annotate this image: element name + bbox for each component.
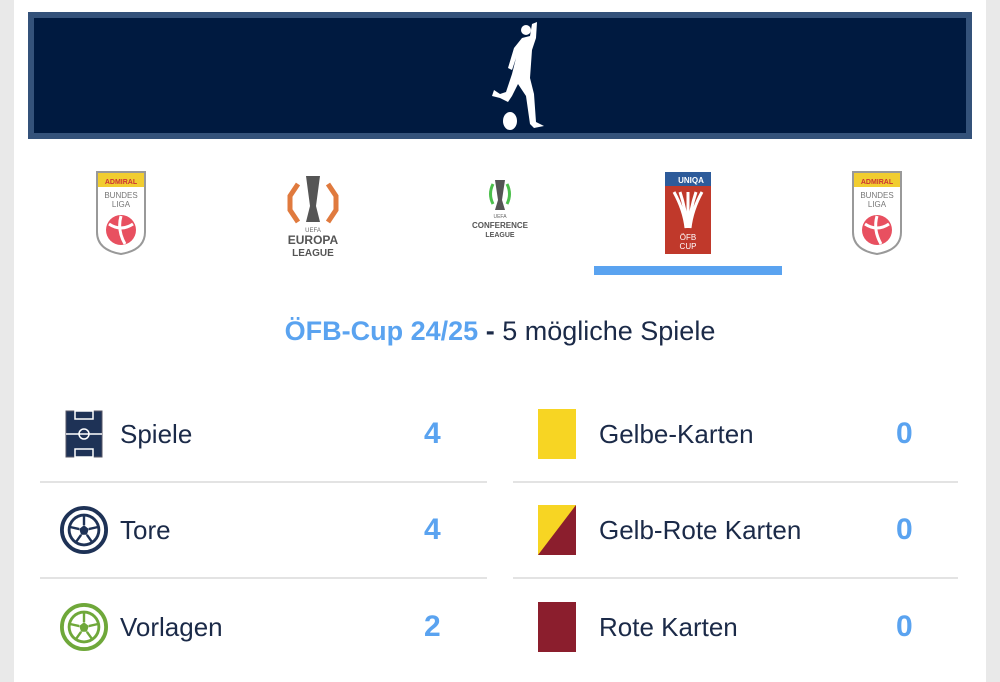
svg-text:BUNDES: BUNDES [104, 191, 137, 200]
stat-label: Gelbe-Karten [599, 418, 754, 449]
svg-text:ADMIRAL: ADMIRAL [861, 179, 894, 186]
stat-row-gelbe-karten: Gelbe-Karten 0 [513, 387, 958, 483]
oefb-cup-logo: UNIQA ÖFB CUP [665, 172, 711, 254]
player-banner [28, 12, 972, 139]
ball-icon [60, 506, 108, 554]
yellow-card-icon [533, 409, 581, 459]
svg-text:LEAGUE: LEAGUE [485, 232, 515, 239]
svg-text:BUNDES: BUNDES [860, 191, 893, 200]
svg-text:LEAGUE: LEAGUE [292, 248, 334, 259]
section-heading: ÖFB-Cup 24/25 - 5 mögliche Spiele [0, 316, 1000, 347]
tab-bundesliga-2[interactable]: ADMIRAL BUNDES LIGA [783, 165, 971, 275]
tab-europa-league[interactable]: UEFA EUROPA LEAGUE [219, 165, 407, 275]
stat-value: 2 [424, 610, 441, 643]
football-player-kicking-icon [492, 22, 544, 130]
svg-text:LIGA: LIGA [112, 200, 131, 209]
pitch-icon [60, 410, 108, 458]
stat-value: 4 [424, 417, 441, 450]
bundesliga-logo: ADMIRAL BUNDES LIGA [852, 171, 902, 256]
tab-conference-league[interactable]: UEFA CONFERENCE LEAGUE [406, 165, 594, 275]
svg-text:UNIQA: UNIQA [678, 176, 704, 185]
competition-title: ÖFB-Cup 24/25 [284, 316, 479, 346]
assist-ball-icon [60, 603, 108, 651]
stat-row-gelb-rote-karten: Gelb-Rote Karten 0 [513, 483, 958, 579]
stat-label: Tore [120, 514, 171, 545]
stat-row-tore: Tore 4 [40, 483, 487, 579]
red-card-icon [533, 602, 581, 652]
svg-text:EUROPA: EUROPA [288, 233, 339, 247]
stat-value: 0 [896, 513, 913, 546]
stat-label: Spiele [120, 418, 193, 449]
europa-league-logo: UEFA EUROPA LEAGUE [287, 176, 339, 259]
stat-value: 4 [424, 513, 441, 546]
svg-text:CUP: CUP [680, 242, 697, 251]
tab-oefb-cup[interactable]: UNIQA ÖFB CUP [594, 165, 782, 275]
svg-text:UEFA: UEFA [493, 214, 507, 220]
svg-text:ADMIRAL: ADMIRAL [105, 179, 138, 186]
stat-label: Vorlagen [120, 611, 223, 642]
stat-label: Gelb-Rote Karten [599, 514, 802, 545]
yellow-red-card-icon [533, 505, 581, 555]
tab-bundesliga[interactable]: ADMIRAL BUNDES LIGA [27, 165, 215, 275]
svg-text:CONFERENCE: CONFERENCE [472, 221, 529, 230]
conference-league-logo: UEFA CONFERENCE LEAGUE [472, 180, 529, 239]
stat-row-vorlagen: Vorlagen 2 [40, 579, 487, 675]
left-edge [0, 0, 14, 682]
possible-games: 5 mögliche Spiele [502, 316, 716, 346]
svg-text:ÖFB: ÖFB [680, 233, 696, 242]
separator: - [478, 316, 503, 346]
stat-value: 0 [896, 610, 913, 643]
right-edge [986, 0, 1000, 682]
stat-value: 0 [896, 417, 913, 450]
bundesliga-logo: ADMIRAL BUNDES LIGA [96, 171, 146, 256]
svg-text:LIGA: LIGA [868, 200, 887, 209]
active-tab-indicator [594, 266, 782, 275]
stat-row-rote-karten: Rote Karten 0 [513, 579, 958, 675]
stat-row-spiele: Spiele 4 [40, 387, 487, 483]
stat-label: Rote Karten [599, 611, 738, 642]
svg-text:UEFA: UEFA [305, 228, 321, 234]
